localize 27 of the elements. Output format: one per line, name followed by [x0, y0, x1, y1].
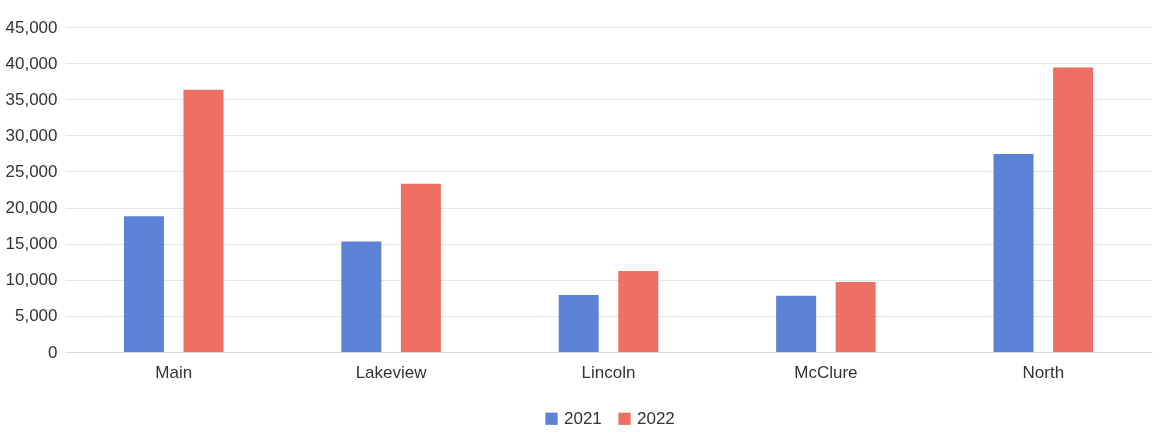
y-tick-label: 35,000: [5, 89, 58, 109]
bar: [341, 241, 382, 352]
y-tick-label: 25,000: [5, 161, 58, 181]
bar: [835, 281, 876, 352]
y-tick-label: 20,000: [5, 198, 58, 218]
y-tick-label: 40,000: [5, 53, 58, 73]
x-tick-label: Main: [155, 362, 193, 382]
y-tick-label: 10,000: [5, 270, 58, 290]
x-tick-label: North: [1022, 362, 1065, 382]
x-tick-label: McClure: [794, 362, 858, 382]
bar: [400, 183, 441, 352]
bar: [558, 294, 599, 352]
legend-label: 2022: [637, 408, 675, 428]
y-tick-label: 15,000: [5, 234, 58, 254]
bar: [123, 216, 164, 352]
y-tick-label: 45,000: [5, 17, 58, 37]
y-tick-label: 5,000: [14, 306, 58, 326]
y-tick-label: 0: [48, 342, 58, 362]
bar: [776, 295, 817, 352]
y-tick-label: 30,000: [5, 125, 58, 145]
bar: [993, 154, 1034, 352]
x-tick-label: Lincoln: [581, 362, 636, 382]
legend-label: 2021: [564, 408, 602, 428]
x-tick-label: Lakeview: [355, 362, 428, 382]
bar: [1053, 67, 1094, 352]
bar: [618, 271, 659, 352]
bar: [183, 89, 224, 352]
